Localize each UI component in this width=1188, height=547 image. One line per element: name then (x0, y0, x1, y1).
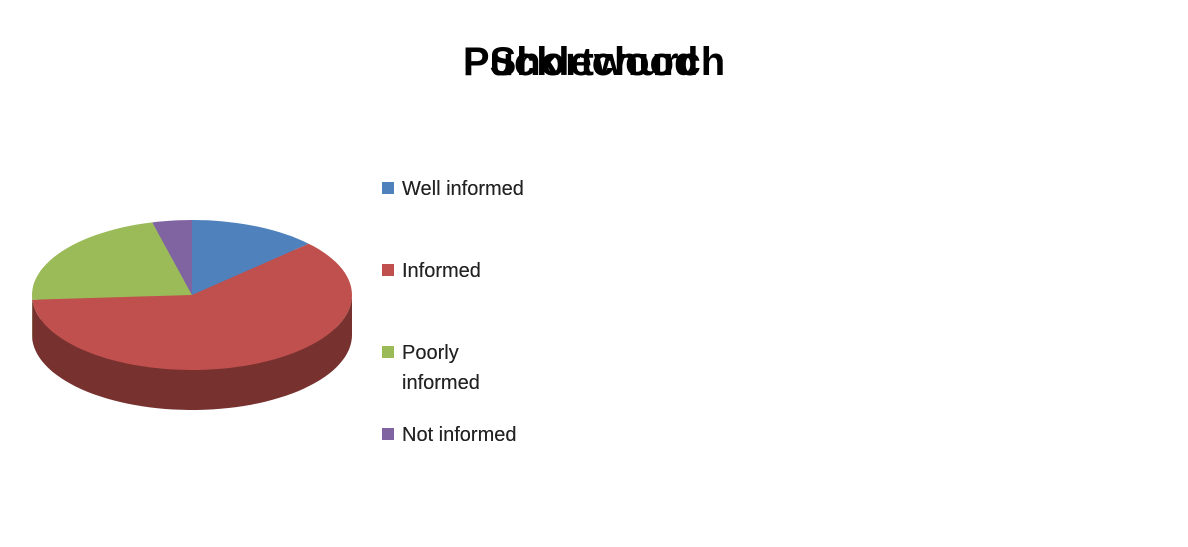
legend-label: Not informed (402, 424, 517, 446)
pie-slice (152, 220, 192, 295)
legend-label: Well informed (402, 178, 524, 200)
legend-item: Informed (382, 256, 542, 338)
legend-swatch (382, 264, 394, 276)
legend-label: Not informed (402, 424, 517, 446)
legend-swatch (382, 182, 394, 194)
pie-slice (192, 220, 309, 295)
chart-title: Pucklechurch (462, 40, 726, 84)
chart-title: Shortwood (489, 40, 699, 84)
legend-swatch (382, 428, 394, 440)
legend-item: Not informed (382, 420, 542, 502)
legend-item: Well informed (382, 174, 542, 256)
pie-slice (32, 222, 192, 300)
legend-item: Poorly informed (382, 338, 542, 420)
legend-label: Poorly informed (402, 342, 480, 394)
legend: Well informed Informed Poorly informed Not … (382, 174, 542, 502)
pie-chart (32, 220, 353, 410)
legend-label: Poorly informed (402, 342, 480, 394)
pie-slice (32, 243, 353, 370)
pie-side (32, 295, 353, 410)
legend-label: Informed (402, 260, 481, 282)
legend-label: Well informed (402, 178, 524, 200)
legend-swatch (382, 346, 394, 358)
legend-label: Informed (402, 260, 481, 282)
